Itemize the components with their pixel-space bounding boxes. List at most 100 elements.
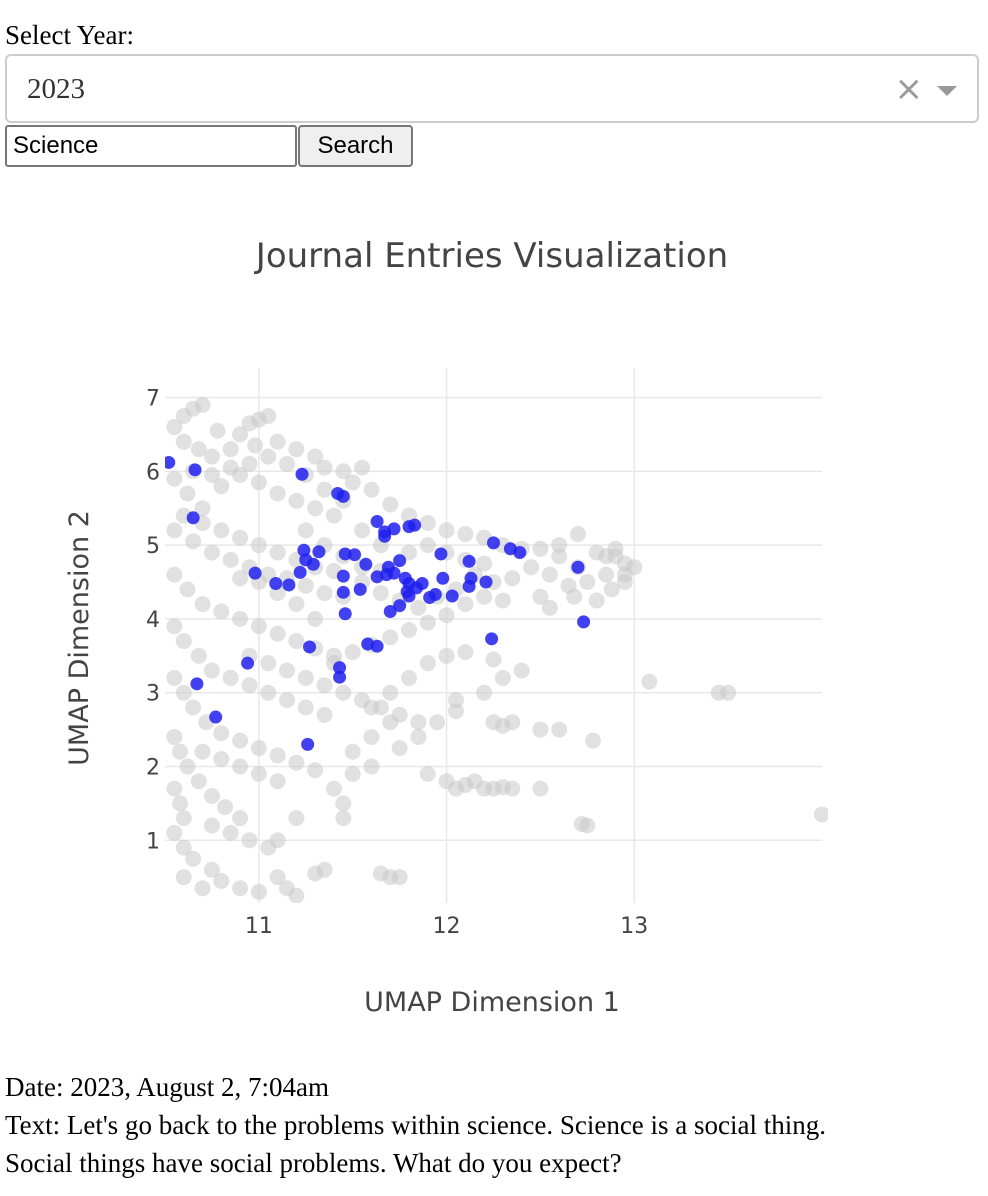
data-point[interactable] [203, 544, 220, 561]
data-point[interactable] [429, 714, 446, 731]
data-point[interactable] [217, 799, 234, 816]
highlighted-data-point[interactable] [383, 605, 397, 619]
data-point[interactable] [185, 699, 202, 716]
data-point[interactable] [279, 692, 296, 709]
data-point[interactable] [363, 481, 380, 498]
data-point[interactable] [269, 869, 286, 886]
data-point[interactable] [203, 662, 220, 679]
data-point[interactable] [179, 758, 196, 775]
data-point[interactable] [457, 644, 474, 661]
data-point[interactable] [438, 647, 455, 664]
data-point[interactable] [335, 810, 352, 827]
data-point[interactable] [584, 732, 601, 749]
data-point[interactable] [297, 699, 314, 716]
data-point[interactable] [166, 669, 183, 686]
data-point[interactable] [325, 780, 342, 797]
data-point[interactable] [382, 684, 399, 701]
data-point[interactable] [494, 669, 511, 686]
data-point[interactable] [307, 610, 324, 627]
data-point[interactable] [175, 810, 192, 827]
data-point[interactable] [494, 592, 511, 609]
highlighted-data-point[interactable] [241, 656, 255, 670]
data-point[interactable] [485, 651, 502, 668]
data-point[interactable] [269, 625, 286, 642]
data-point[interactable] [419, 614, 436, 631]
data-point[interactable] [260, 839, 277, 856]
scatter-plot[interactable]: Journal Entries Visualization 11 12 131234… [0, 195, 988, 1035]
highlighted-data-point[interactable] [295, 467, 309, 481]
data-point[interactable] [194, 500, 211, 517]
highlighted-data-point[interactable] [190, 677, 204, 691]
data-point[interactable] [209, 422, 226, 439]
data-point[interactable] [190, 441, 207, 458]
data-point[interactable] [363, 758, 380, 775]
data-point[interactable] [532, 721, 549, 738]
data-point[interactable] [532, 780, 549, 797]
data-point[interactable] [814, 806, 830, 823]
highlighted-data-point[interactable] [487, 536, 500, 550]
data-point[interactable] [250, 618, 267, 635]
data-point[interactable] [438, 522, 455, 539]
clear-x-icon[interactable]: × [894, 69, 924, 109]
data-point[interactable] [410, 714, 427, 731]
data-point[interactable] [297, 577, 314, 594]
data-point[interactable] [172, 795, 189, 812]
data-point[interactable] [344, 765, 361, 782]
highlighted-data-point[interactable] [162, 455, 176, 469]
highlighted-data-point[interactable] [338, 547, 352, 561]
highlighted-data-point[interactable] [248, 566, 262, 580]
highlighted-data-point[interactable] [336, 585, 350, 599]
highlighted-data-point[interactable] [485, 632, 499, 646]
data-point[interactable] [372, 585, 389, 602]
data-point[interactable] [344, 644, 361, 661]
data-point[interactable] [166, 824, 183, 841]
data-point[interactable] [551, 721, 568, 738]
data-point[interactable] [175, 633, 192, 650]
data-point[interactable] [316, 677, 333, 694]
highlighted-data-point[interactable] [577, 615, 591, 629]
highlighted-data-point[interactable] [293, 565, 307, 579]
data-point[interactable] [551, 537, 568, 554]
data-point[interactable] [476, 555, 493, 572]
data-point[interactable] [588, 592, 605, 609]
data-point[interactable] [335, 684, 352, 701]
data-point[interactable] [269, 433, 286, 450]
highlighted-data-point[interactable] [479, 575, 493, 589]
highlighted-data-point[interactable] [393, 599, 407, 613]
highlighted-data-point[interactable] [415, 576, 429, 590]
search-input[interactable] [5, 125, 297, 167]
data-point[interactable] [603, 581, 620, 598]
data-point[interactable] [307, 500, 324, 517]
data-point[interactable] [569, 526, 586, 543]
data-point[interactable] [401, 621, 418, 638]
data-point[interactable] [166, 522, 183, 539]
data-point[interactable] [232, 732, 249, 749]
data-point[interactable] [419, 655, 436, 672]
search-button[interactable]: Search [298, 125, 413, 167]
data-point[interactable] [335, 795, 352, 812]
data-point[interactable] [269, 747, 286, 764]
data-point[interactable] [203, 467, 220, 483]
highlighted-data-point[interactable] [188, 463, 202, 477]
data-point[interactable] [626, 559, 643, 576]
highlighted-data-point[interactable] [333, 670, 347, 684]
data-point[interactable] [203, 788, 220, 804]
data-point[interactable] [241, 832, 258, 849]
data-point[interactable] [316, 706, 333, 723]
data-point[interactable] [222, 551, 239, 568]
data-point[interactable] [307, 762, 324, 779]
data-point[interactable] [541, 566, 558, 583]
data-point[interactable] [250, 474, 267, 491]
data-point[interactable] [541, 599, 558, 616]
data-point[interactable] [213, 751, 230, 768]
data-point[interactable] [382, 496, 399, 513]
data-point[interactable] [194, 743, 211, 760]
data-point[interactable] [419, 537, 436, 554]
data-point[interactable] [172, 743, 189, 760]
data-point[interactable] [573, 816, 590, 833]
data-point[interactable] [213, 522, 230, 539]
data-point[interactable] [641, 673, 658, 690]
highlighted-data-point[interactable] [312, 545, 326, 559]
data-point[interactable] [523, 559, 540, 576]
data-point[interactable] [179, 485, 196, 502]
